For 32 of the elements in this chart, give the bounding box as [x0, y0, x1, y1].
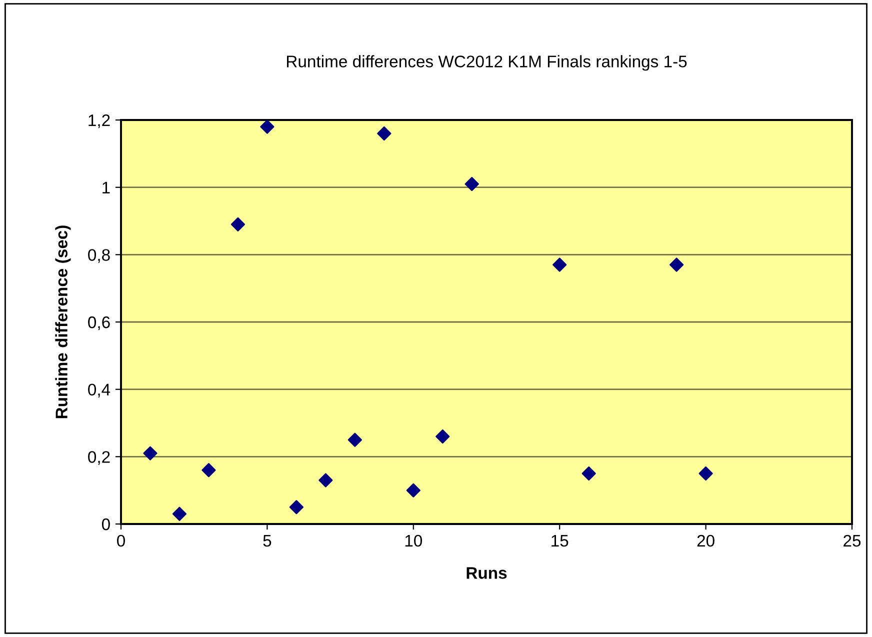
point — [260, 120, 274, 134]
point — [143, 446, 158, 460]
y-tick-label: 0,8 — [88, 249, 110, 263]
x-tick-label: 25 — [844, 534, 861, 547]
chart-title: Runtime differences WC2012 K1M Finals rankings 1-5 — [287, 55, 687, 71]
x-tick-label: 5 — [263, 535, 272, 547]
y-tick-label: 0,6 — [88, 316, 110, 330]
x-tick-label: 0 — [117, 534, 125, 547]
point — [464, 176, 479, 192]
x-tick-label: 15 — [552, 535, 568, 547]
point — [552, 258, 567, 272]
y-tick-label: 1,2 — [88, 114, 110, 128]
y-axis-title: Runtime difference (sec) — [55, 226, 71, 418]
point — [436, 429, 450, 444]
y-tick-label: 0,4 — [88, 384, 110, 398]
y-tick-label: 0 — [102, 518, 110, 530]
point — [406, 483, 420, 498]
point — [582, 466, 596, 481]
x-axis-title: Runs — [466, 567, 507, 579]
point — [670, 258, 684, 272]
y-tick-label: 0,2 — [88, 451, 110, 465]
point — [698, 466, 713, 481]
point — [348, 432, 362, 447]
point — [289, 500, 304, 514]
point — [377, 126, 392, 141]
point — [202, 463, 216, 478]
point — [230, 217, 246, 232]
point — [318, 473, 333, 488]
y-tick-label: 1 — [102, 182, 110, 194]
x-tick-label: 10 — [405, 534, 422, 547]
point — [172, 506, 187, 521]
x-tick-label: 20 — [697, 534, 714, 547]
